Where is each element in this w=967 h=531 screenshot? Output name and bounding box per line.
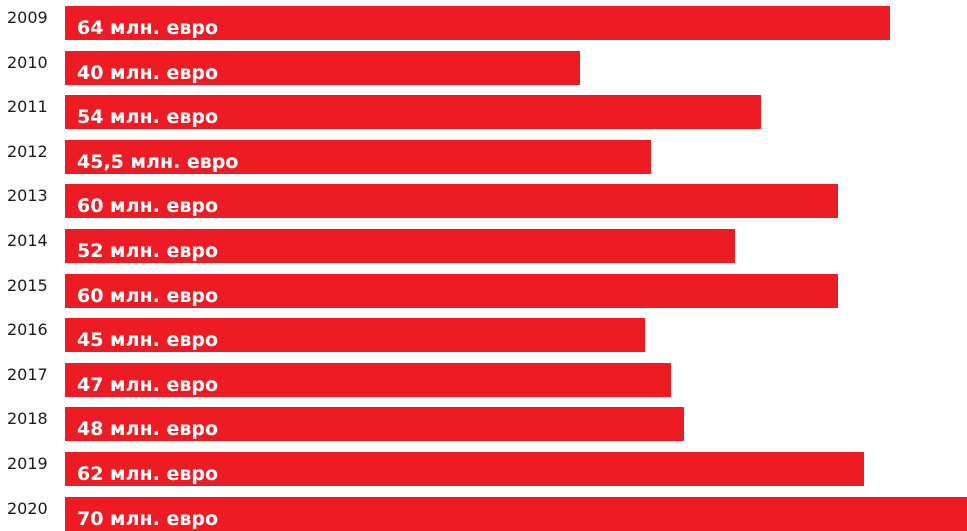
bar-value-label-2018: 48 млн. евро — [77, 418, 219, 441]
year-label-2010: 2010 — [7, 52, 48, 72]
bar-2020: 70 млн. евро — [65, 496, 967, 531]
bar-2012: 45,5 млн. евро — [65, 139, 651, 174]
bar-value-label-2011: 54 млн. евро — [77, 106, 219, 129]
bar-2014: 52 млн. евро — [65, 229, 735, 263]
year-label-2015: 2015 — [7, 275, 48, 295]
bar-2009: 64 млн. евро — [65, 6, 890, 40]
bar-value-label-2009: 64 млн. евро — [77, 17, 219, 39]
year-label-2013: 2013 — [7, 186, 48, 206]
bar-value-label-2014: 52 млн. евро — [77, 240, 219, 262]
bar-value-label-2010: 40 млн. евро — [77, 61, 219, 84]
year-label-2014: 2014 — [7, 231, 48, 250]
bar-2013: 60 млн. евро — [65, 184, 838, 219]
bar-2011: 54 млн. евро — [65, 95, 761, 130]
year-label-2017: 2017 — [7, 364, 48, 384]
year-label-2011: 2011 — [7, 97, 48, 117]
year-label-2019: 2019 — [7, 454, 48, 473]
bar-value-label-2019: 62 млн. евро — [77, 463, 219, 485]
bar-2017: 47 млн. евро — [65, 362, 671, 397]
bar-2010: 40 млн. евро — [65, 50, 580, 85]
year-label-2020: 2020 — [7, 498, 48, 518]
bar-value-label-2013: 60 млн. евро — [77, 195, 219, 218]
bar-2015: 60 млн. евро — [65, 273, 838, 308]
bar-value-label-2020: 70 млн. евро — [77, 507, 219, 530]
bar-value-label-2012: 45,5 млн. евро — [77, 150, 239, 173]
year-label-2012: 2012 — [7, 141, 48, 161]
year-label-2016: 2016 — [7, 320, 48, 340]
bar-value-label-2015: 60 млн. евро — [77, 284, 219, 307]
bar-2016: 45 млн. евро — [65, 318, 645, 353]
bar-2019: 62 млн. евро — [65, 452, 864, 486]
year-label-2018: 2018 — [7, 409, 48, 429]
bar-2018: 48 млн. евро — [65, 407, 684, 442]
bar-value-label-2017: 47 млн. евро — [77, 373, 219, 396]
year-label-2009: 2009 — [7, 8, 48, 27]
bar-value-label-2016: 45 млн. евро — [77, 329, 219, 352]
